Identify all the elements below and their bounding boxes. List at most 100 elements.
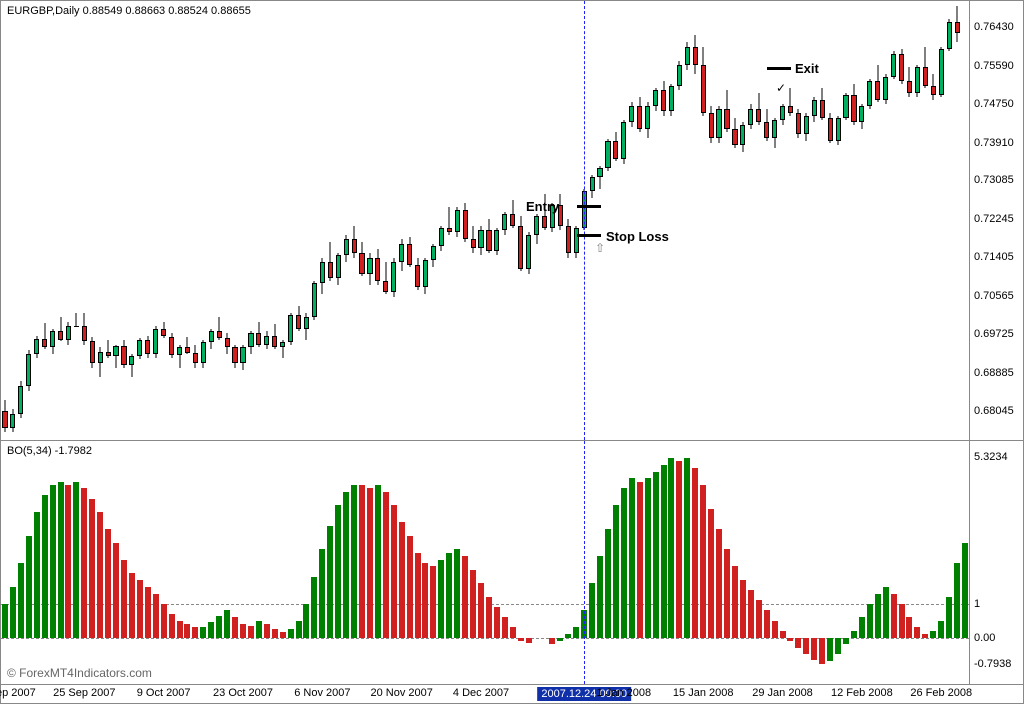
candle[interactable]: [756, 1, 761, 441]
indicator-bar[interactable]: [18, 563, 24, 638]
candle[interactable]: [201, 1, 206, 441]
indicator-bar[interactable]: [835, 638, 841, 655]
indicator-bar[interactable]: [105, 529, 111, 637]
indicator-bar[interactable]: [827, 638, 833, 662]
indicator-bar[interactable]: [756, 600, 762, 637]
candle[interactable]: [169, 1, 174, 441]
candle[interactable]: [431, 1, 436, 441]
candle[interactable]: [542, 1, 547, 441]
indicator-bar[interactable]: [573, 627, 579, 637]
indicator-bar[interactable]: [50, 485, 56, 638]
candle[interactable]: [836, 1, 841, 441]
indicator-bar[interactable]: [795, 638, 801, 648]
candle[interactable]: [590, 1, 595, 441]
indicator-bar[interactable]: [684, 458, 690, 638]
indicator-bar[interactable]: [430, 566, 436, 637]
indicator-bar[interactable]: [224, 610, 230, 637]
candle[interactable]: [367, 1, 372, 441]
candle[interactable]: [121, 1, 126, 441]
candle[interactable]: [677, 1, 682, 441]
candle[interactable]: [709, 1, 714, 441]
candle[interactable]: [685, 1, 690, 441]
candle[interactable]: [2, 1, 7, 441]
indicator-bar[interactable]: [264, 624, 270, 638]
candle[interactable]: [478, 1, 483, 441]
indicator-bar[interactable]: [962, 543, 968, 638]
candle[interactable]: [502, 1, 507, 441]
candle[interactable]: [264, 1, 269, 441]
candle[interactable]: [653, 1, 658, 441]
candle[interactable]: [716, 1, 721, 441]
indicator-bar[interactable]: [692, 468, 698, 637]
candle[interactable]: [50, 1, 55, 441]
candle[interactable]: [820, 1, 825, 441]
indicator-bar[interactable]: [510, 627, 516, 637]
indicator-bar[interactable]: [645, 478, 651, 637]
indicator-bar[interactable]: [787, 638, 793, 641]
candle[interactable]: [10, 1, 15, 441]
indicator-bar[interactable]: [280, 632, 286, 637]
indicator-bar[interactable]: [922, 634, 928, 637]
candle[interactable]: [748, 1, 753, 441]
candle[interactable]: [98, 1, 103, 441]
candle[interactable]: [106, 1, 111, 441]
indicator-bar[interactable]: [906, 617, 912, 637]
indicator-bar[interactable]: [668, 458, 674, 638]
candle[interactable]: [558, 1, 563, 441]
indicator-bar[interactable]: [557, 638, 563, 641]
indicator-bar[interactable]: [153, 594, 159, 638]
indicator-bar[interactable]: [177, 621, 183, 638]
candle[interactable]: [613, 1, 618, 441]
indicator-bar[interactable]: [256, 621, 262, 638]
candle[interactable]: [383, 1, 388, 441]
candle[interactable]: [534, 1, 539, 441]
candle[interactable]: [26, 1, 31, 441]
indicator-bar[interactable]: [732, 566, 738, 637]
candle[interactable]: [883, 1, 888, 441]
indicator-bar[interactable]: [240, 624, 246, 638]
candle[interactable]: [629, 1, 634, 441]
indicator-bar[interactable]: [661, 465, 667, 638]
indicator-bar[interactable]: [81, 488, 87, 637]
price-chart-area[interactable]: EntryStop LossExit⇧✓: [1, 1, 969, 440]
indicator-bar[interactable]: [597, 556, 603, 637]
candle[interactable]: [597, 1, 602, 441]
candle[interactable]: [486, 1, 491, 441]
indicator-bar[interactable]: [216, 616, 222, 638]
candle[interactable]: [828, 1, 833, 441]
indicator-bar[interactable]: [811, 638, 817, 660]
indicator-panel[interactable]: BO(5,34) -1.7982 5.323410.00-0.7938 © Fo…: [1, 441, 1024, 685]
candle[interactable]: [859, 1, 864, 441]
indicator-bar[interactable]: [113, 543, 119, 638]
indicator-bar[interactable]: [303, 604, 309, 638]
indicator-bar[interactable]: [58, 482, 64, 638]
indicator-bar[interactable]: [34, 512, 40, 637]
indicator-bar[interactable]: [375, 485, 381, 638]
candle[interactable]: [58, 1, 63, 441]
indicator-bar[interactable]: [637, 482, 643, 638]
indicator-bar[interactable]: [605, 529, 611, 637]
indicator-bar[interactable]: [716, 529, 722, 637]
candle[interactable]: [637, 1, 642, 441]
candle[interactable]: [955, 1, 960, 441]
indicator-bar[interactable]: [200, 627, 206, 637]
candle[interactable]: [931, 1, 936, 441]
indicator-bar[interactable]: [129, 573, 135, 637]
indicator-bar[interactable]: [748, 590, 754, 637]
candle[interactable]: [550, 1, 555, 441]
candle[interactable]: [463, 1, 468, 441]
indicator-bar[interactable]: [391, 505, 397, 637]
indicator-bar[interactable]: [502, 617, 508, 637]
candle[interactable]: [153, 1, 158, 441]
candle[interactable]: [320, 1, 325, 441]
indicator-bar[interactable]: [327, 526, 333, 638]
candle[interactable]: [851, 1, 856, 441]
indicator-bar[interactable]: [565, 634, 571, 637]
candle[interactable]: [621, 1, 626, 441]
indicator-bar[interactable]: [621, 488, 627, 637]
candle[interactable]: [423, 1, 428, 441]
candle[interactable]: [939, 1, 944, 441]
indicator-bar[interactable]: [954, 563, 960, 638]
candle[interactable]: [843, 1, 848, 441]
indicator-bar[interactable]: [208, 622, 214, 637]
